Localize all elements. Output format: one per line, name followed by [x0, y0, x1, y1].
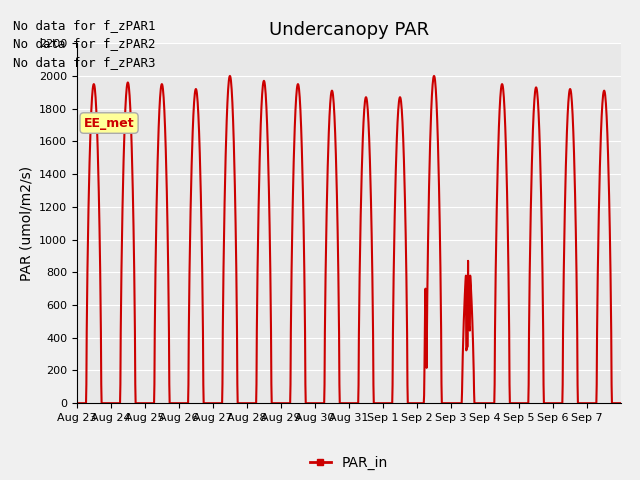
Text: No data for f_zPAR1: No data for f_zPAR1 — [13, 19, 156, 32]
Title: Undercanopy PAR: Undercanopy PAR — [269, 21, 429, 39]
Y-axis label: PAR (umol/m2/s): PAR (umol/m2/s) — [19, 166, 33, 281]
Text: EE_met: EE_met — [84, 117, 134, 130]
Text: No data for f_zPAR3: No data for f_zPAR3 — [13, 56, 156, 69]
Legend: PAR_in: PAR_in — [304, 450, 394, 476]
Text: No data for f_zPAR2: No data for f_zPAR2 — [13, 37, 156, 50]
